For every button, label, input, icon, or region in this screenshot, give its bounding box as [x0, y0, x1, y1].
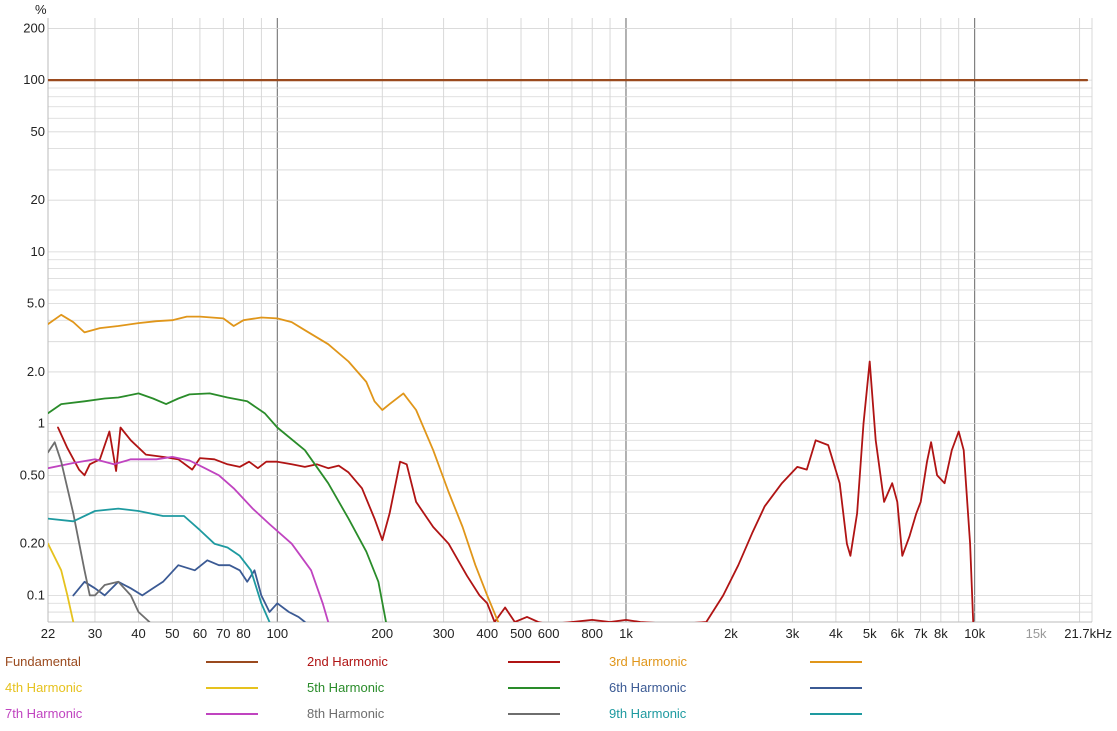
series-line-5th-harmonic — [48, 392, 387, 622]
x-tick-label: 400 — [476, 626, 498, 641]
y-tick-label: 5.0 — [27, 296, 45, 311]
series-lines — [48, 78, 1089, 622]
legend-label-9th-harmonic: 9th Harmonic — [609, 706, 687, 721]
y-tick-label: 50 — [31, 124, 45, 139]
series-line-6th-harmonic — [72, 559, 306, 622]
x-tick-label: 300 — [433, 626, 455, 641]
harmonic-distortion-chart: 200 100 50 20 10 5.0 2.0 1 0.50 0.20 0.1 22 30 40 50 6… — [20, 2, 1112, 641]
legend-swatch-4th-harmonic — [206, 687, 258, 689]
y-tick-label: 0.20 — [20, 536, 45, 551]
x-tick-label: 200 — [371, 626, 393, 641]
legend-swatch-6th-harmonic — [810, 687, 862, 689]
legend: Fundamental 2nd Harmonic 3rd Harmonic 4t… — [0, 648, 1117, 728]
legend-swatch-2nd-harmonic — [508, 661, 560, 663]
legend-swatch-8th-harmonic — [508, 713, 560, 715]
legend-swatch-fundamental — [206, 661, 258, 663]
x-tick-label: 7k — [914, 626, 928, 641]
x-tick-label: 1k — [619, 626, 633, 641]
x-tick-label: 500 — [510, 626, 532, 641]
y-tick-label: 1 — [38, 416, 45, 431]
x-tick-label: 60 — [193, 626, 207, 641]
legend-swatch-5th-harmonic — [508, 687, 560, 689]
series-line-2nd-harmonic — [57, 360, 975, 622]
series-line-9th-harmonic — [48, 507, 271, 622]
x-tick-label: 8k — [934, 626, 948, 641]
x-axis-ticks: 22 30 40 50 60 70 80 100 200 300 400 500 600 800 1k 2k 3… — [41, 626, 1112, 641]
grid-lines — [47, 18, 1093, 623]
x-tick-label: 21.7kHz — [1064, 626, 1112, 641]
x-tick-label: 600 — [538, 626, 560, 641]
legend-swatch-3rd-harmonic — [810, 661, 862, 663]
series-line-8th-harmonic — [48, 441, 151, 622]
y-axis-unit-label: % — [35, 2, 47, 17]
legend-label-2nd-harmonic: 2nd Harmonic — [307, 654, 388, 669]
legend-label-3rd-harmonic: 3rd Harmonic — [609, 654, 688, 669]
x-tick-label: 15k — [1026, 626, 1047, 641]
legend-label-6th-harmonic: 6th Harmonic — [609, 680, 687, 695]
x-tick-label: 50 — [165, 626, 179, 641]
x-tick-label: 10k — [964, 626, 985, 641]
y-tick-label: 100 — [23, 72, 45, 87]
x-tick-label: 4k — [829, 626, 843, 641]
x-tick-label: 80 — [236, 626, 250, 641]
x-tick-label: 3k — [785, 626, 799, 641]
x-tick-label: 30 — [88, 626, 102, 641]
x-tick-label: 2k — [724, 626, 738, 641]
legend-swatch-7th-harmonic — [206, 713, 258, 715]
y-tick-label: 2.0 — [27, 364, 45, 379]
x-tick-label: 100 — [266, 626, 288, 641]
y-tick-label: 0.50 — [20, 467, 45, 482]
legend-swatch-9th-harmonic — [810, 713, 862, 715]
legend-label-8th-harmonic: 8th Harmonic — [307, 706, 385, 721]
y-tick-label: 20 — [31, 192, 45, 207]
x-tick-label: 40 — [131, 626, 145, 641]
x-tick-label: 6k — [890, 626, 904, 641]
legend-label-4th-harmonic: 4th Harmonic — [5, 680, 83, 695]
series-line-3rd-harmonic — [48, 313, 500, 622]
x-tick-label: 22 — [41, 626, 55, 641]
legend-label-7th-harmonic: 7th Harmonic — [5, 706, 83, 721]
x-tick-label: 70 — [216, 626, 230, 641]
y-axis-ticks: 200 100 50 20 10 5.0 2.0 1 0.50 0.20 0.1 — [20, 20, 45, 602]
series-line-7th-harmonic — [48, 455, 330, 622]
legend-label-5th-harmonic: 5th Harmonic — [307, 680, 385, 695]
series-group — [48, 78, 1089, 622]
y-tick-label: 0.1 — [27, 587, 45, 602]
x-tick-label: 800 — [581, 626, 603, 641]
series-line-4th-harmonic — [48, 542, 75, 622]
x-tick-label: 5k — [863, 626, 877, 641]
y-tick-label: 10 — [31, 244, 45, 259]
legend-label-fundamental: Fundamental — [5, 654, 81, 669]
y-tick-label: 200 — [23, 20, 45, 35]
